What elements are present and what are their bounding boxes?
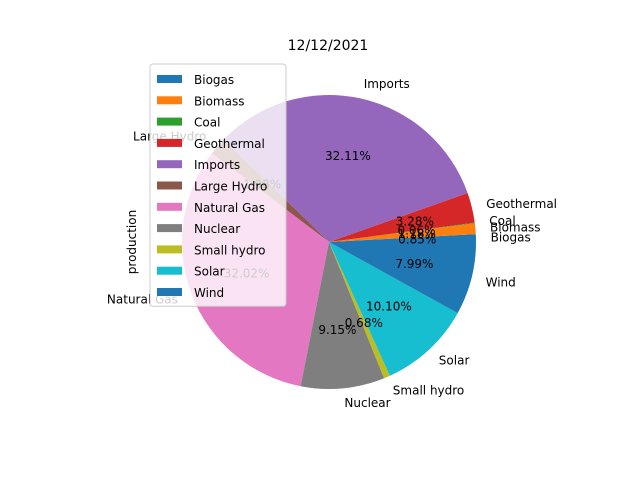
slice-label-small-hydro: Small hydro xyxy=(393,384,464,398)
pie-slice-wind xyxy=(329,242,476,314)
pie-slice-solar xyxy=(329,242,458,376)
legend-swatch-coal xyxy=(157,117,182,126)
pie-slice-geothermal xyxy=(329,193,475,242)
legend-entry-geothermal: Geothermal xyxy=(194,137,265,151)
slice-label-imports: Imports xyxy=(364,77,410,91)
slice-label-geothermal: Geothermal xyxy=(486,197,557,211)
y-axis-label: production xyxy=(125,210,139,274)
legend-swatch-geothermal xyxy=(157,138,182,147)
slice-label-wind: Wind xyxy=(486,275,516,289)
slice-label-solar: Solar xyxy=(439,354,470,368)
slice-percent-wind: 7.99% xyxy=(395,257,433,271)
pie-slice-nuclear xyxy=(300,242,385,390)
pie-slice-coal xyxy=(329,222,475,242)
slice-label-nuclear: Nuclear xyxy=(344,396,390,410)
slice-percent-nuclear: 9.15% xyxy=(318,323,356,337)
legend-entry-biomass: Biomass xyxy=(194,94,244,108)
legend-swatch-small-hydro xyxy=(157,245,182,254)
slice-percent-solar: 10.10% xyxy=(366,300,412,314)
slice-percent-coal: 0.06% xyxy=(397,224,435,238)
slice-percent-geothermal: 3.28% xyxy=(396,214,434,228)
slice-label-biogas: Biogas xyxy=(491,231,531,245)
chart-title: 12/12/2021 xyxy=(288,38,369,54)
legend-swatch-biogas xyxy=(157,75,182,83)
legend-swatch-imports xyxy=(157,160,182,169)
legend-swatch-wind xyxy=(157,288,182,296)
legend-swatch-large-hydro xyxy=(157,181,182,190)
legend-entry-large-hydro: Large Hydro xyxy=(194,180,267,194)
slice-percent-imports: 32.11% xyxy=(325,149,371,163)
slice-label-biomass: Biomass xyxy=(490,220,540,234)
legend-swatch-natural-gas xyxy=(157,202,182,211)
legend-swatch-biomass xyxy=(157,96,182,105)
legend-entry-solar: Solar xyxy=(194,265,225,279)
pie-slice-biomass xyxy=(329,223,476,242)
legend-entry-coal: Coal xyxy=(194,116,220,130)
legend: Biogas Biomass Coal Geothermal Imports Large … xyxy=(149,63,287,307)
legend-entry-wind: Wind xyxy=(194,286,224,300)
legend-box xyxy=(149,63,287,307)
legend-entry-natural-gas: Natural Gas xyxy=(194,201,265,215)
legend-entry-small-hydro: Small hydro xyxy=(194,243,265,257)
pie-slice-small-hydro xyxy=(329,242,390,379)
slice-percent-biogas: 0.85% xyxy=(398,233,436,247)
pie-slice-biogas xyxy=(329,234,476,242)
legend-entry-nuclear: Nuclear xyxy=(194,222,240,236)
slice-percent-small-hydro: 0.68% xyxy=(345,316,383,330)
legend-entry-biogas: Biogas xyxy=(194,73,234,87)
slice-label-coal: Coal xyxy=(489,214,515,228)
legend-entry-imports: Imports xyxy=(194,158,240,172)
legend-swatch-nuclear xyxy=(157,224,182,233)
slice-percent-biomass: 1.18% xyxy=(398,227,436,241)
legend-swatch-solar xyxy=(157,266,182,275)
